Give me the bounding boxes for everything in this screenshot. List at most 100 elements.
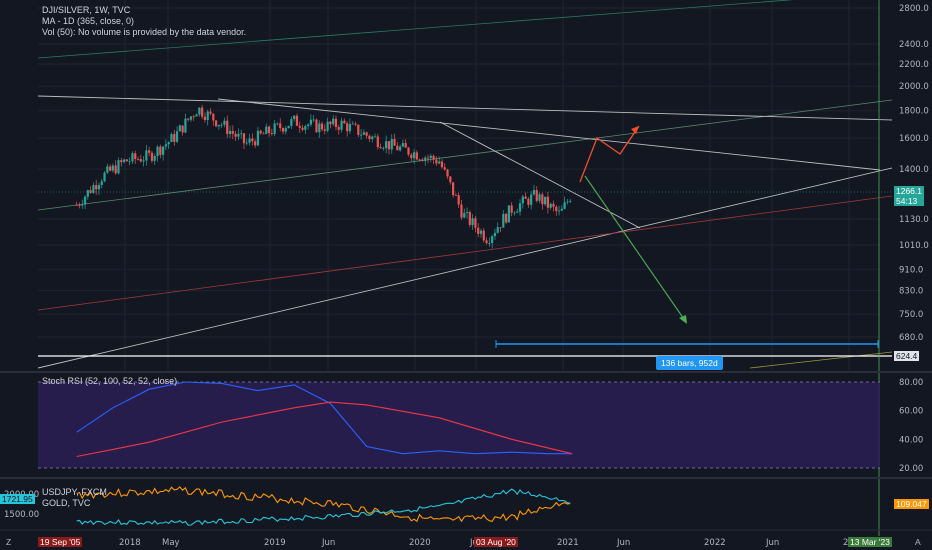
candle-body bbox=[103, 172, 106, 182]
mid-channel-line[interactable] bbox=[37, 99, 893, 211]
candle-body bbox=[198, 107, 201, 115]
candle-body bbox=[401, 143, 405, 147]
candle-body bbox=[209, 111, 212, 114]
candle-body bbox=[315, 119, 318, 133]
candle-body bbox=[279, 123, 282, 129]
time-tick-label: 2019 bbox=[264, 538, 286, 548]
candle-body bbox=[566, 201, 569, 203]
candle-body bbox=[217, 124, 220, 127]
candle-body bbox=[240, 133, 243, 135]
candle-body bbox=[136, 159, 140, 160]
resistance-line[interactable] bbox=[37, 95, 893, 121]
usdjpy-legend[interactable]: USDJPY, FXCM bbox=[42, 487, 107, 497]
price-tick-label: 910.0 bbox=[899, 265, 923, 275]
candle-body bbox=[438, 161, 441, 164]
candle-body bbox=[504, 213, 508, 223]
time-tick-label: 2022 bbox=[704, 538, 726, 548]
candle-body bbox=[404, 143, 407, 148]
candle-body bbox=[83, 196, 87, 205]
main-price-pane[interactable]: 2800.0 2400.0 2200.0 2000.0 1800.0 1600.0 1400… bbox=[0, 0, 932, 536]
candle-body bbox=[449, 176, 452, 183]
candle-body bbox=[189, 116, 193, 120]
candle-body bbox=[251, 138, 254, 142]
candle-body bbox=[532, 190, 536, 195]
candle-body bbox=[390, 138, 393, 150]
candle-body bbox=[418, 159, 421, 161]
candle-body bbox=[412, 152, 416, 159]
price-tick-label: 1600.0 bbox=[899, 134, 929, 144]
main-legend-title[interactable]: DJI/SILVER, 1W, TVC bbox=[42, 5, 131, 15]
candle-body bbox=[262, 133, 265, 135]
candle-body bbox=[148, 150, 151, 153]
wedge-line[interactable] bbox=[439, 121, 641, 229]
candle-body bbox=[187, 118, 190, 120]
vol-legend[interactable]: Vol (50): No volume is provided by the d… bbox=[42, 27, 247, 37]
stoch-rsi-axis[interactable]: 80.00 60.00 40.00 20.00 bbox=[899, 378, 923, 474]
candle-body bbox=[142, 160, 145, 162]
candle-body bbox=[513, 212, 516, 214]
candle-body bbox=[323, 129, 326, 131]
candle-body bbox=[524, 196, 527, 199]
date-range-measure[interactable] bbox=[495, 340, 879, 348]
stoch-rsi-pane[interactable]: 80.00 60.00 40.00 20.00 bbox=[38, 378, 923, 474]
candle-body bbox=[86, 190, 89, 197]
candle-body bbox=[134, 153, 137, 160]
candle-body bbox=[474, 218, 477, 228]
candle-body bbox=[192, 116, 195, 118]
candle-body bbox=[560, 208, 563, 211]
candle-body bbox=[399, 146, 402, 151]
ma-legend[interactable]: MA - 1D (365, close, 0) bbox=[42, 16, 135, 26]
candle-body bbox=[357, 124, 360, 135]
candle-body bbox=[488, 242, 491, 244]
candle-body bbox=[220, 124, 223, 126]
candle-body bbox=[212, 113, 215, 121]
candle-body bbox=[81, 204, 84, 206]
candle-body bbox=[153, 156, 156, 161]
candle-body bbox=[457, 195, 460, 205]
measure-label-badge: 136 bars, 952d bbox=[656, 356, 723, 370]
mid-date-marker: 03 Aug '20 bbox=[474, 537, 518, 547]
time-tick-label: 2021 bbox=[557, 538, 579, 548]
candle-body bbox=[109, 166, 112, 171]
bottom-right-label[interactable]: A bbox=[915, 537, 921, 547]
descending-line[interactable] bbox=[217, 98, 881, 171]
candle-body bbox=[429, 155, 432, 158]
candle-body bbox=[125, 159, 128, 162]
candle-body bbox=[201, 107, 204, 117]
candle-body bbox=[293, 115, 296, 120]
candle-body bbox=[557, 210, 561, 212]
stoch-rsi-legend[interactable]: Stoch RSI (52, 100, 52, 52, close) bbox=[42, 376, 178, 386]
gold-line[interactable] bbox=[749, 351, 893, 369]
projection-up-path[interactable] bbox=[579, 125, 640, 183]
price-axis[interactable]: 2800.0 2400.0 2200.0 2000.0 1800.0 1600.0 1400… bbox=[899, 4, 929, 343]
candle-body bbox=[510, 205, 513, 213]
candle-body bbox=[114, 165, 117, 174]
rsi-tick-label: 20.00 bbox=[899, 464, 923, 474]
candle-body bbox=[256, 130, 260, 146]
candle-body bbox=[106, 166, 109, 173]
candle-body bbox=[454, 195, 457, 196]
right-date-marker: 13 Mar '23 bbox=[848, 537, 892, 547]
projection-down-path[interactable] bbox=[584, 175, 687, 323]
candle-body bbox=[491, 236, 494, 243]
candle-body bbox=[393, 138, 396, 146]
bottom-left-label[interactable]: Z bbox=[6, 537, 12, 547]
candle-body bbox=[334, 118, 338, 128]
candle-body bbox=[170, 134, 173, 143]
level-price-badge: 624.4 bbox=[894, 351, 920, 361]
price-tick-label: 1130.0 bbox=[899, 215, 929, 225]
price-tick-label: 1400.0 bbox=[899, 165, 929, 175]
candle-body bbox=[396, 145, 399, 151]
support-line[interactable] bbox=[37, 167, 893, 369]
candle-body bbox=[270, 132, 273, 134]
gold-legend[interactable]: GOLD, TVC bbox=[42, 498, 91, 508]
upper-channel-line[interactable] bbox=[37, 0, 892, 59]
rsi-tick-label: 60.00 bbox=[899, 407, 923, 417]
red-trend-line[interactable] bbox=[37, 195, 893, 311]
candle-body bbox=[343, 120, 346, 124]
candle-body bbox=[184, 118, 187, 133]
candle-body bbox=[234, 133, 237, 137]
candle-body bbox=[162, 146, 165, 155]
trend-lines[interactable] bbox=[37, 0, 893, 536]
